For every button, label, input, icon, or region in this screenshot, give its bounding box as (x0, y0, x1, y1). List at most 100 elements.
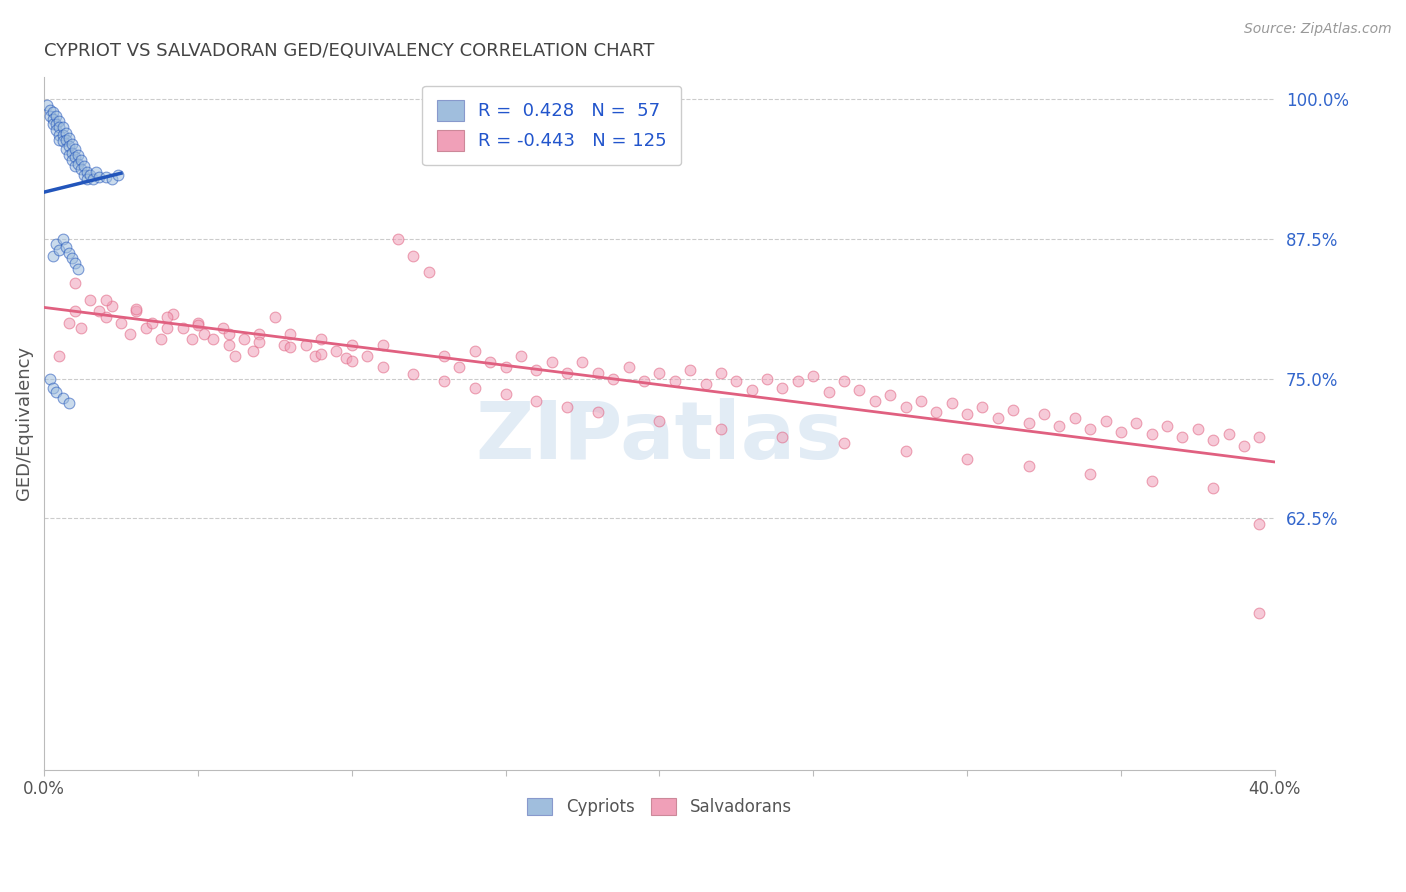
Point (107, 168, 129, 182)
Point (1202, 433, 1225, 447)
Point (48, 133, 70, 147)
Point (1033, 408, 1056, 422)
Point (894, 444, 917, 458)
Point (120, 326, 142, 341)
Point (94, 310, 117, 324)
Point (278, 326, 301, 341)
Point (956, 408, 979, 422)
Point (187, 318, 209, 332)
Point (70, 153, 93, 168)
Point (340, 338, 363, 352)
Point (586, 405, 609, 419)
Point (1047, 418, 1070, 433)
Point (82, 172, 104, 186)
Point (101, 172, 124, 186)
Point (309, 333, 332, 347)
Point (1249, 430, 1271, 444)
Point (510, 349, 533, 363)
Point (772, 430, 794, 444)
Point (741, 383, 763, 397)
Point (60, 251, 83, 265)
Point (211, 321, 233, 335)
Legend: Cypriots, Salvadorans: Cypriots, Salvadorans (519, 789, 800, 824)
Point (89, 304, 111, 318)
Point (402, 248, 425, 262)
Point (48, 349, 70, 363)
Point (162, 307, 184, 321)
Point (42, 117, 65, 131)
Point (156, 310, 179, 324)
Point (725, 374, 748, 388)
Point (52, 135, 75, 149)
Point (249, 326, 271, 341)
Point (125, 302, 148, 317)
Point (233, 333, 256, 347)
Point (479, 355, 502, 369)
Point (66, 148, 89, 162)
Point (89, 170, 111, 185)
Point (1233, 439, 1256, 453)
Point (371, 338, 394, 352)
Point (1202, 481, 1225, 495)
Point (73, 159, 96, 173)
Point (925, 405, 948, 419)
Point (58, 246, 80, 260)
Point (571, 355, 593, 369)
Point (1187, 422, 1209, 436)
Point (879, 388, 901, 402)
Point (156, 321, 179, 335)
Point (418, 265, 440, 279)
Point (55, 126, 77, 140)
Point (956, 452, 979, 467)
Point (987, 410, 1010, 425)
Point (52, 232, 75, 246)
Point (150, 333, 173, 347)
Point (187, 316, 209, 330)
Point (1218, 427, 1240, 442)
Point (972, 400, 994, 414)
Point (48, 128, 70, 142)
Point (1094, 414, 1116, 428)
Point (1156, 418, 1178, 433)
Point (433, 374, 456, 388)
Point (37, 97, 59, 112)
Point (710, 422, 733, 436)
Point (58, 139, 80, 153)
Point (63, 304, 86, 318)
Point (263, 310, 285, 324)
Point (42, 248, 65, 262)
Point (1018, 458, 1040, 473)
Point (55, 133, 77, 147)
Point (433, 349, 456, 363)
Point (60, 153, 83, 168)
Point (495, 360, 517, 375)
Point (52, 391, 75, 405)
Point (1018, 417, 1040, 431)
Point (863, 393, 886, 408)
Point (941, 396, 963, 410)
Point (63, 277, 86, 291)
Point (555, 400, 578, 414)
Point (39, 109, 62, 123)
Y-axis label: GED/Equivalency: GED/Equivalency (15, 346, 32, 500)
Point (141, 316, 163, 330)
Point (294, 338, 316, 352)
Point (756, 371, 779, 385)
Point (63, 150, 86, 164)
Point (42, 380, 65, 394)
Point (125, 304, 148, 318)
Point (218, 338, 240, 352)
Point (1140, 427, 1163, 442)
Point (648, 414, 671, 428)
Point (1002, 403, 1025, 417)
Text: ZIPatlas: ZIPatlas (475, 398, 844, 476)
Point (94, 170, 117, 185)
Point (242, 343, 264, 358)
Point (325, 343, 347, 358)
Point (172, 321, 194, 335)
Point (76, 164, 98, 178)
Point (45, 109, 67, 123)
Point (1171, 430, 1194, 444)
Point (679, 362, 702, 376)
Point (309, 347, 332, 361)
